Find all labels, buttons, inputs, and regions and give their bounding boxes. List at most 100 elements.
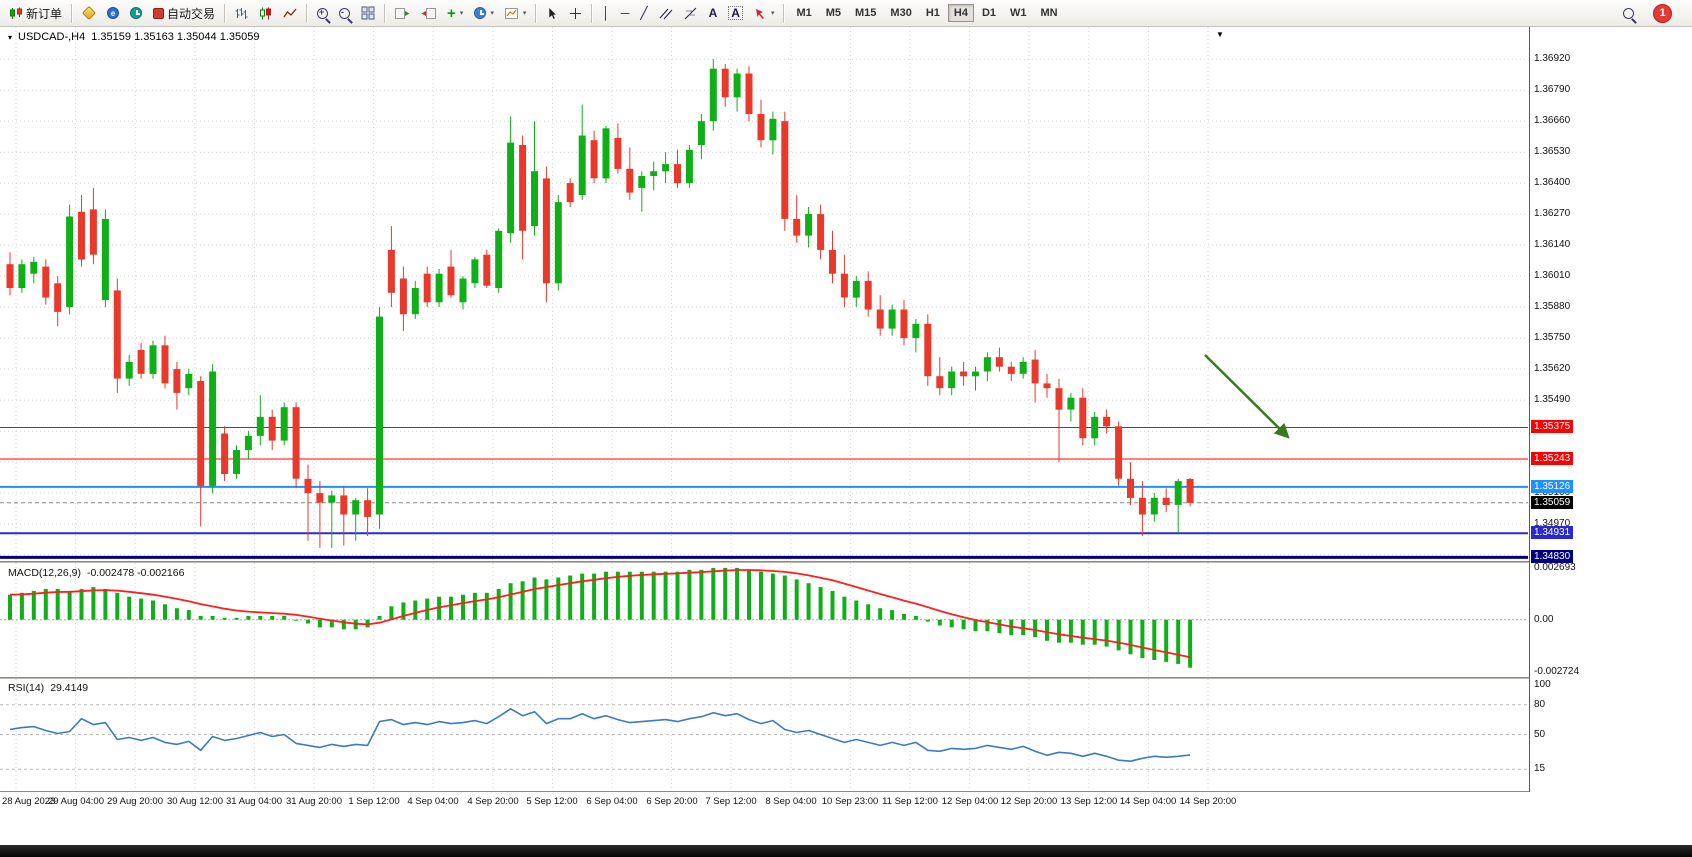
text-button[interactable]: A	[704, 1, 723, 25]
trendline-icon: ╱	[640, 7, 647, 19]
date-label: 13 Sep 12:00	[1061, 796, 1118, 807]
templates-button[interactable]: ▾	[500, 1, 532, 25]
timeframe-button-D1[interactable]: D1	[976, 4, 1002, 22]
macd-grid	[0, 563, 1528, 677]
price-tick: 1.35490	[1534, 394, 1570, 406]
main-chart[interactable]	[0, 27, 1528, 561]
rsi-label: RSI(14) 29.4149	[8, 682, 88, 694]
indicators-button[interactable]: + ▾	[442, 1, 468, 25]
hline-price-tag[interactable]: 1.35243	[1531, 452, 1573, 465]
macd-axis-tick: 0.00	[1534, 614, 1553, 626]
current-price-tag: 1.35059	[1531, 496, 1573, 509]
trendline-button[interactable]: ╱	[635, 1, 652, 25]
macd-panel[interactable]	[0, 563, 1528, 677]
macd-axis-tick: -0.002724	[1534, 666, 1579, 678]
date-label: 29 Aug 20:00	[107, 796, 163, 807]
candlestick-chart-button[interactable]	[254, 1, 277, 25]
price-tick: 1.36140	[1534, 239, 1570, 251]
tile-windows-icon	[361, 6, 375, 20]
rsi-value: 29.4149	[50, 682, 88, 694]
chart-shift-button[interactable]	[416, 1, 441, 25]
timeframe-button-M30[interactable]: M30	[884, 4, 917, 22]
auto-scroll-button[interactable]	[390, 1, 415, 25]
date-label: 12 Sep 04:00	[942, 796, 999, 807]
text-tool-icon: A	[709, 7, 718, 19]
timeframe-group: M1M5M15M30H1H4D1W1MN	[789, 4, 1064, 22]
new-order-icon	[9, 7, 23, 20]
horizontal-line-button[interactable]: ─	[616, 1, 635, 25]
autotrading-icon	[153, 8, 164, 19]
vps-button[interactable]	[77, 1, 101, 25]
annotation-arrow[interactable]	[1205, 355, 1287, 436]
separator	[591, 4, 593, 23]
zoom-out-icon: -	[339, 8, 350, 19]
date-label: 1 Sep 12:00	[348, 796, 399, 807]
chart-shift-marker-icon[interactable]: ▼	[1216, 30, 1224, 39]
macd-histogram	[8, 568, 1192, 668]
price-tick: 1.36010	[1534, 270, 1570, 282]
hline-price-tag[interactable]: 1.35375	[1531, 420, 1573, 433]
one-click-trading-icon[interactable]: ▾	[8, 33, 12, 42]
rsi-axis-tick: 100	[1534, 679, 1551, 691]
mql5-community-button[interactable]: e	[102, 1, 124, 25]
date-axis: 28 Aug 202329 Aug 04:0029 Aug 20:0030 Au…	[0, 793, 1598, 811]
rsi-panel[interactable]	[0, 679, 1528, 791]
line-chart-button[interactable]	[278, 1, 302, 25]
rsi-name: RSI(14)	[8, 682, 44, 694]
line-chart-icon	[283, 7, 297, 20]
timeframe-button-M5[interactable]: M5	[820, 4, 847, 22]
equidistant-channel-button[interactable]	[654, 1, 678, 25]
date-label: 8 Sep 04:00	[765, 796, 816, 807]
chevron-down-icon: ▾	[523, 9, 527, 17]
chart-shift-icon	[421, 7, 436, 20]
chevron-down-icon: ▾	[460, 9, 464, 17]
bar-chart-button[interactable]	[230, 1, 253, 25]
horizontal-line-icon: ─	[621, 7, 630, 19]
cursor-button[interactable]	[541, 1, 563, 25]
chart-symbol-period: USDCAD-,H4	[18, 31, 85, 43]
timeframe-button-W1[interactable]: W1	[1004, 4, 1033, 22]
arrows-button[interactable]: ▾	[749, 1, 780, 25]
arrow-shape-icon	[754, 7, 767, 20]
macd-name: MACD(12,26,9)	[8, 567, 81, 579]
toolbar: 新订单 e 自动交易 + -	[0, 0, 1692, 27]
date-label: 14 Sep 20:00	[1180, 796, 1237, 807]
market-button[interactable]	[125, 1, 147, 25]
zoom-out-button[interactable]: -	[334, 1, 355, 25]
rsi-axis-tick: 15	[1534, 763, 1545, 775]
periods-button[interactable]: ▾	[469, 1, 499, 25]
timeframe-button-M15[interactable]: M15	[849, 4, 882, 22]
vertical-line-icon: │	[602, 7, 610, 19]
tile-windows-button[interactable]	[356, 1, 380, 25]
vertical-line-button[interactable]: │	[597, 1, 615, 25]
new-order-label: 新订单	[26, 5, 62, 22]
date-label: 12 Sep 20:00	[1001, 796, 1058, 807]
new-order-button[interactable]: 新订单	[4, 1, 67, 25]
zoom-in-button[interactable]: +	[312, 1, 333, 25]
notification-badge[interactable]: 1	[1653, 4, 1672, 23]
channel-icon	[659, 7, 673, 20]
separator	[384, 4, 386, 23]
crosshair-button[interactable]	[564, 1, 587, 25]
toolbar-right: 1	[1618, 1, 1688, 25]
candles	[7, 59, 1194, 548]
timeframe-button-M1[interactable]: M1	[790, 4, 817, 22]
chevron-down-icon: ▾	[771, 9, 775, 17]
search-button[interactable]	[1618, 1, 1639, 25]
timeframe-button-H1[interactable]: H1	[920, 4, 946, 22]
timeframe-button-MN[interactable]: MN	[1035, 4, 1064, 22]
date-label: 29 Aug 04:00	[48, 796, 104, 807]
text-label-button[interactable]: A	[723, 1, 748, 25]
hline-price-tag[interactable]: 1.34931	[1531, 526, 1573, 539]
zoom-in-icon: +	[317, 8, 328, 19]
rsi-axis-tick: 50	[1534, 729, 1545, 741]
hline-price-tag[interactable]: 1.35126	[1531, 480, 1573, 493]
hline-price-tag[interactable]: 1.34830	[1531, 550, 1573, 563]
autotrading-button[interactable]: 自动交易	[148, 1, 220, 25]
bar-chart-icon	[235, 7, 248, 20]
price-tick: 1.35750	[1534, 332, 1570, 344]
timeframe-button-H4[interactable]: H4	[948, 4, 974, 22]
text-label-icon: A	[728, 6, 743, 20]
fibonacci-button[interactable]	[679, 1, 703, 25]
autotrading-label: 自动交易	[167, 5, 215, 22]
